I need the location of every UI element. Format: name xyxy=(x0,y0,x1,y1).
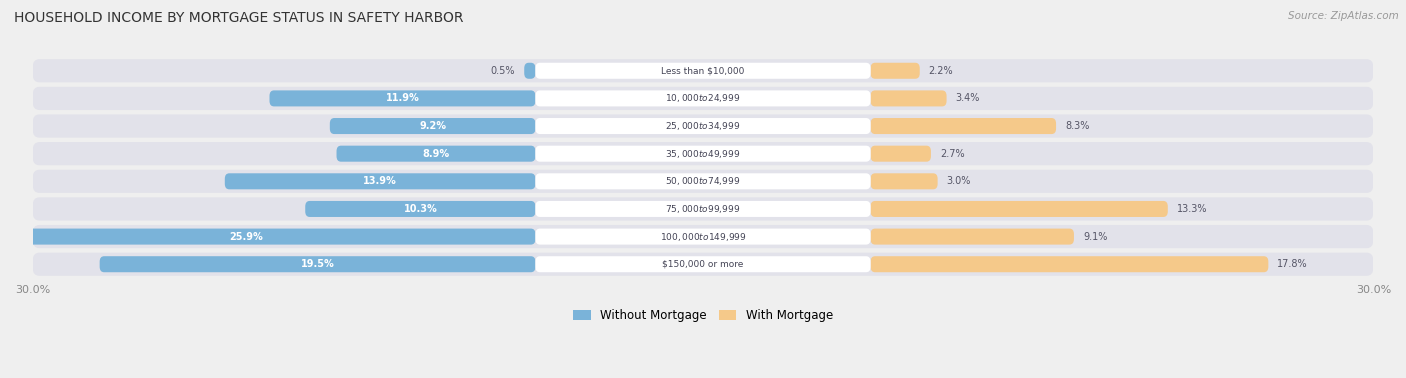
FancyBboxPatch shape xyxy=(536,63,870,79)
Text: 11.9%: 11.9% xyxy=(385,93,419,104)
Text: 3.0%: 3.0% xyxy=(946,176,972,186)
Text: $75,000 to $99,999: $75,000 to $99,999 xyxy=(665,203,741,215)
Text: $25,000 to $34,999: $25,000 to $34,999 xyxy=(665,120,741,132)
FancyBboxPatch shape xyxy=(536,256,870,272)
Text: 2.7%: 2.7% xyxy=(939,149,965,159)
FancyBboxPatch shape xyxy=(305,201,536,217)
FancyBboxPatch shape xyxy=(870,63,920,79)
FancyBboxPatch shape xyxy=(32,59,1374,82)
FancyBboxPatch shape xyxy=(536,229,870,245)
Text: 8.3%: 8.3% xyxy=(1064,121,1090,131)
Text: 3.4%: 3.4% xyxy=(956,93,980,104)
FancyBboxPatch shape xyxy=(32,225,1374,248)
Legend: Without Mortgage, With Mortgage: Without Mortgage, With Mortgage xyxy=(568,304,838,327)
FancyBboxPatch shape xyxy=(536,146,870,162)
Text: 9.1%: 9.1% xyxy=(1083,232,1108,242)
FancyBboxPatch shape xyxy=(536,173,870,189)
Text: 25.9%: 25.9% xyxy=(229,232,263,242)
FancyBboxPatch shape xyxy=(870,256,1268,272)
FancyBboxPatch shape xyxy=(32,87,1374,110)
FancyBboxPatch shape xyxy=(225,173,536,189)
FancyBboxPatch shape xyxy=(870,146,931,162)
FancyBboxPatch shape xyxy=(32,197,1374,220)
FancyBboxPatch shape xyxy=(870,201,1168,217)
Text: $150,000 or more: $150,000 or more xyxy=(662,260,744,269)
Text: 19.5%: 19.5% xyxy=(301,259,335,269)
Text: 0.5%: 0.5% xyxy=(491,66,515,76)
FancyBboxPatch shape xyxy=(536,90,870,107)
Text: 13.3%: 13.3% xyxy=(1177,204,1208,214)
Text: 13.9%: 13.9% xyxy=(363,176,396,186)
Text: $35,000 to $49,999: $35,000 to $49,999 xyxy=(665,148,741,160)
Text: 10.3%: 10.3% xyxy=(404,204,437,214)
FancyBboxPatch shape xyxy=(524,63,536,79)
Text: $10,000 to $24,999: $10,000 to $24,999 xyxy=(665,92,741,104)
FancyBboxPatch shape xyxy=(870,90,946,107)
FancyBboxPatch shape xyxy=(870,173,938,189)
Text: Source: ZipAtlas.com: Source: ZipAtlas.com xyxy=(1288,11,1399,21)
FancyBboxPatch shape xyxy=(270,90,536,107)
FancyBboxPatch shape xyxy=(32,115,1374,138)
FancyBboxPatch shape xyxy=(536,201,870,217)
Text: $100,000 to $149,999: $100,000 to $149,999 xyxy=(659,231,747,243)
Text: Less than $10,000: Less than $10,000 xyxy=(661,66,745,75)
FancyBboxPatch shape xyxy=(336,146,536,162)
Text: 9.2%: 9.2% xyxy=(419,121,446,131)
FancyBboxPatch shape xyxy=(870,229,1074,245)
Text: 17.8%: 17.8% xyxy=(1277,259,1308,269)
Text: $50,000 to $74,999: $50,000 to $74,999 xyxy=(665,175,741,187)
FancyBboxPatch shape xyxy=(32,142,1374,165)
FancyBboxPatch shape xyxy=(32,170,1374,193)
FancyBboxPatch shape xyxy=(536,118,870,134)
Text: 2.2%: 2.2% xyxy=(929,66,953,76)
FancyBboxPatch shape xyxy=(32,253,1374,276)
FancyBboxPatch shape xyxy=(870,118,1056,134)
Text: 8.9%: 8.9% xyxy=(422,149,450,159)
Text: HOUSEHOLD INCOME BY MORTGAGE STATUS IN SAFETY HARBOR: HOUSEHOLD INCOME BY MORTGAGE STATUS IN S… xyxy=(14,11,464,25)
FancyBboxPatch shape xyxy=(330,118,536,134)
FancyBboxPatch shape xyxy=(0,229,536,245)
FancyBboxPatch shape xyxy=(100,256,536,272)
